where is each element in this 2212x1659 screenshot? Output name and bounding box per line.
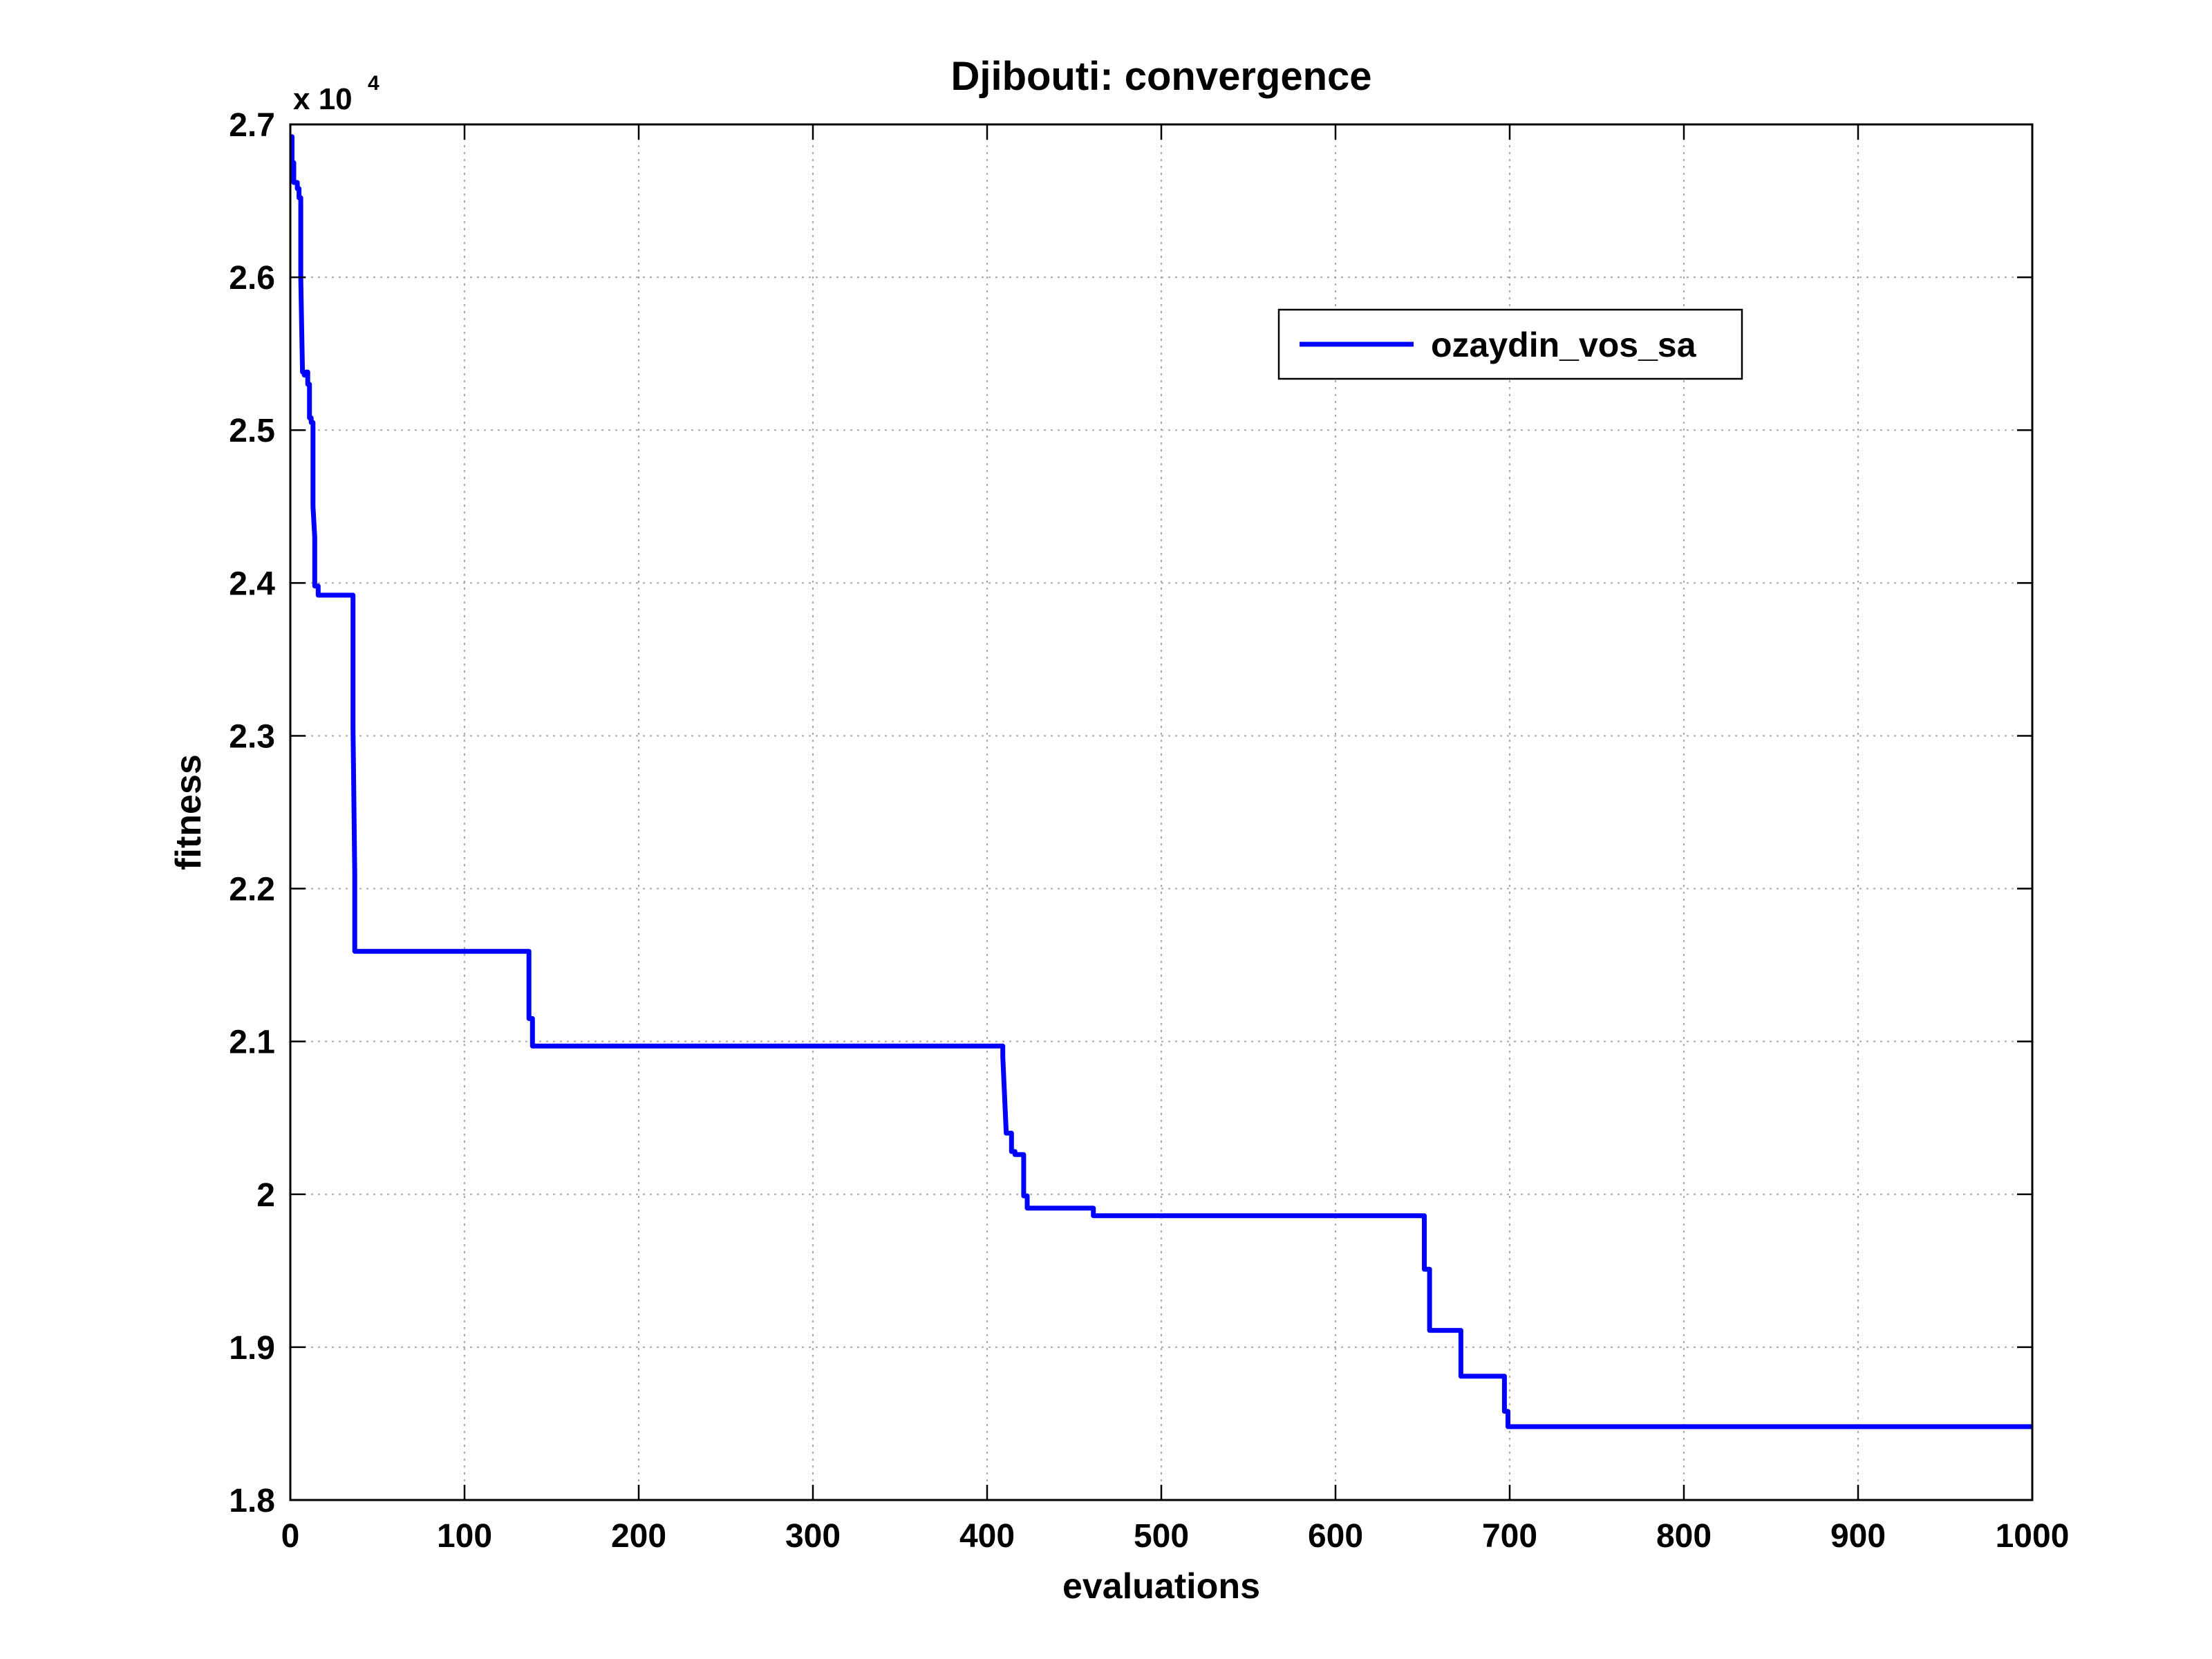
x-tick-label: 200 [611,1518,666,1555]
chart-title: Djibouti: convergence [950,54,1371,99]
x-tick-label: 700 [1482,1518,1537,1555]
y-axis-label: fitness [169,754,209,870]
series-layer [290,134,2032,1430]
y-axis-multiplier: x 10 4 [293,72,379,116]
legend-label: ozaydin_vos_sa [1431,326,1697,364]
x-tick-label: 100 [437,1518,492,1555]
x-tick-label: 800 [1656,1518,1712,1555]
y-tick-label: 1.9 [229,1330,275,1367]
y-tick-label: 2.7 [229,107,275,144]
x-tick-label: 1000 [1996,1518,2070,1555]
y-tick-labels: 1.8 1.9 2 2.1 2.2 2.3 2.4 2.5 2.6 2.7 [229,107,275,1519]
y-tick-label: 2.4 [229,565,275,602]
y-tick-label: 2.3 [229,718,275,755]
x-axis-label: evaluations [1062,1566,1260,1606]
y-tick-label: 1.8 [229,1483,275,1519]
y-multiplier-exponent: 4 [368,72,379,95]
x-tick-label: 0 [281,1518,300,1555]
x-tick-label: 300 [785,1518,841,1555]
y-tick-label: 2.2 [229,872,275,908]
x-tick-label: 900 [1830,1518,1886,1555]
x-tick-label: 600 [1308,1518,1363,1555]
y-tick-label: 2.1 [229,1024,275,1061]
legend: ozaydin_vos_sa [1277,308,1743,380]
x-tick-labels: 0 100 200 300 400 500 600 700 800 900 1000 [281,1518,2070,1555]
y-tick-label: 2.5 [229,413,275,449]
x-tick-label: 400 [959,1518,1015,1555]
y-multiplier-base: x 10 [293,82,353,116]
y-tick-label: 2.6 [229,260,275,297]
x-tick-label: 500 [1134,1518,1189,1555]
y-tick-label: 2 [256,1177,275,1214]
series-line-ozaydin_vos_sa [290,134,2032,1430]
tick-marks [289,123,2034,1501]
